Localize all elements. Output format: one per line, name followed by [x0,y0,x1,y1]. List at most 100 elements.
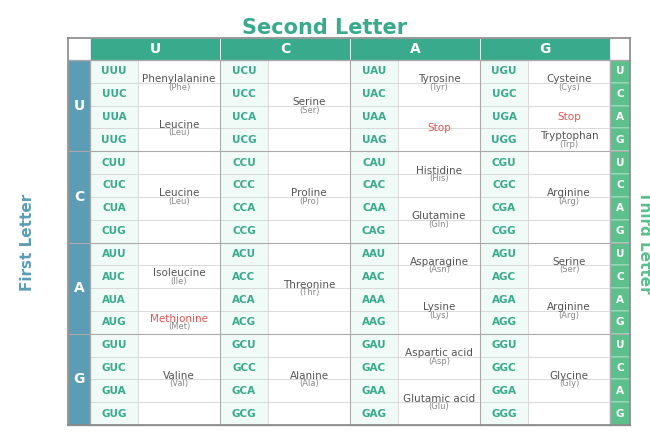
Text: UUC: UUC [102,89,126,99]
Text: GGG: GGG [491,409,517,419]
Text: UCU: UCU [232,67,256,76]
Text: Asparagine: Asparagine [410,257,469,267]
Bar [480,357,528,379]
Text: GAA: GAA [362,386,386,396]
Bar [528,128,610,151]
Bar [398,197,480,220]
Bar [398,311,480,334]
Text: Proline: Proline [291,188,327,198]
Bar [268,402,350,425]
Bar [90,220,138,243]
Bar [268,60,350,83]
Bar [90,197,138,220]
Text: GGU: GGU [491,340,517,350]
Bar [528,83,610,106]
Text: A: A [616,203,624,213]
Text: AGC: AGC [492,272,516,282]
Text: Arginine: Arginine [547,303,591,312]
Text: C: C [74,190,84,204]
Text: UUU: UUU [101,67,127,76]
Bar [138,402,220,425]
Bar [268,220,350,243]
Bar [90,106,138,128]
Text: Methionine: Methionine [150,314,208,324]
Bar [398,402,480,425]
Bar [90,60,138,83]
Bar [350,357,398,379]
Bar [220,60,268,83]
Text: (Asp): (Asp) [428,357,450,366]
Text: AGA: AGA [492,295,516,305]
Text: First Letter: First Letter [21,194,36,291]
Text: (Thr): (Thr) [299,288,319,297]
Text: Histidine: Histidine [416,165,462,176]
Text: Phenylalanine: Phenylalanine [142,75,216,84]
Bar [90,151,138,174]
Text: AAU: AAU [362,249,386,259]
Bar [138,151,220,174]
Text: UCC: UCC [232,89,256,99]
Bar [268,83,350,106]
Bar [528,151,610,174]
Text: (Leu): (Leu) [168,128,190,138]
Bar [528,106,610,128]
Text: Tryptophan: Tryptophan [540,131,599,142]
Bar [220,38,350,60]
Bar [68,334,90,425]
Text: Serine: Serine [292,97,326,107]
Bar [90,402,138,425]
Bar [220,311,268,334]
Text: (His): (His) [429,174,449,183]
Bar [528,379,610,402]
Bar [350,174,398,197]
Text: ACG: ACG [232,318,256,327]
Bar [90,265,138,288]
Text: GAU: GAU [362,340,386,350]
Text: CCU: CCU [232,157,256,168]
Text: U: U [150,42,161,56]
Bar [610,311,630,334]
Bar [480,128,528,151]
Bar [268,128,350,151]
Text: ACC: ACC [233,272,255,282]
Text: (Glu): (Glu) [429,402,449,411]
Bar [610,128,630,151]
Bar [138,379,220,402]
Text: AUG: AUG [102,318,126,327]
Text: CAC: CAC [363,180,385,191]
Bar [528,174,610,197]
Text: GCU: GCU [232,340,256,350]
Text: (Phe): (Phe) [168,83,190,92]
Bar [268,379,350,402]
Text: GCC: GCC [232,363,256,373]
Bar [220,402,268,425]
Text: UAC: UAC [362,89,386,99]
Text: UGG: UGG [491,135,517,145]
Bar [398,220,480,243]
Bar [480,265,528,288]
Bar [90,357,138,379]
Bar [528,243,610,265]
Text: GAC: GAC [362,363,386,373]
Bar [528,60,610,83]
Text: G: G [616,409,624,419]
Text: A: A [73,281,84,295]
Text: CUC: CUC [102,180,126,191]
Text: CUA: CUA [102,203,126,213]
Bar [268,288,350,311]
Bar [528,265,610,288]
Bar [350,197,398,220]
Text: G: G [616,135,624,145]
Text: C: C [616,363,624,373]
Text: G: G [616,226,624,236]
Text: UGA: UGA [491,112,517,122]
Text: Isoleucine: Isoleucine [153,268,205,278]
Text: (Ala): (Ala) [299,379,319,389]
Bar [610,243,630,265]
Bar [90,334,138,357]
Text: AUC: AUC [102,272,126,282]
Text: AGG: AGG [491,318,517,327]
Text: CGC: CGC [492,180,516,191]
Bar [90,128,138,151]
Text: UGC: UGC [492,89,516,99]
